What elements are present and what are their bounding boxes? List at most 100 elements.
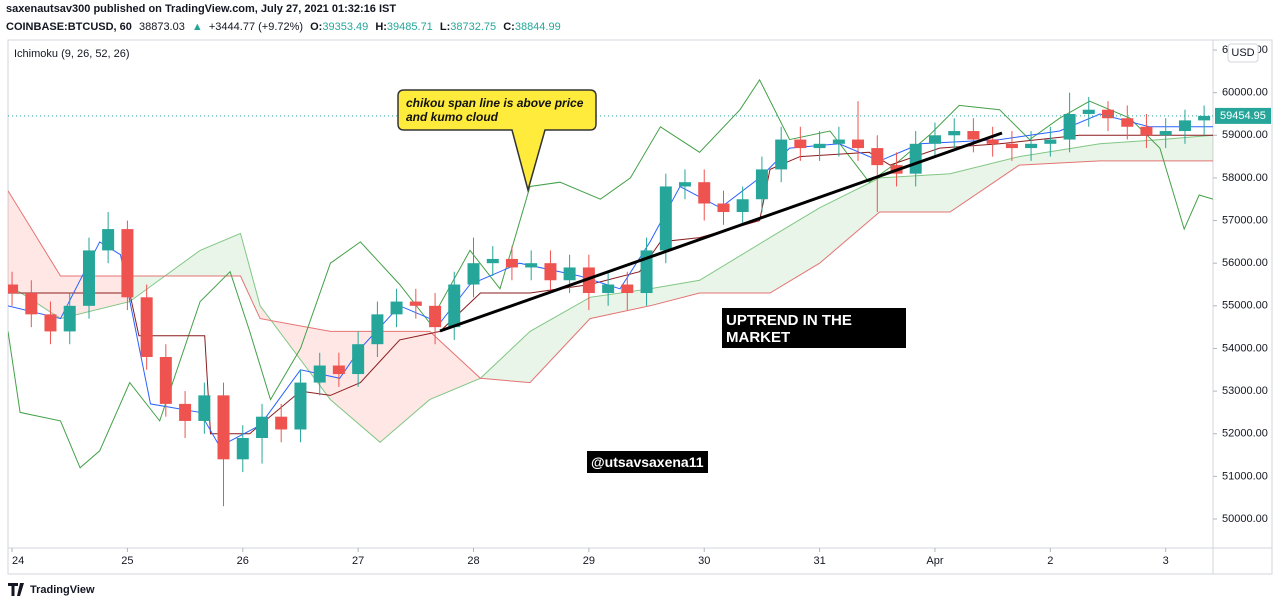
candle-body [640,250,653,294]
cloud-fill [429,331,481,400]
candle-body [986,139,999,144]
candle-body [755,169,768,200]
cloud-fill [8,190,61,319]
candle-body [1025,143,1038,149]
y-tick-label: 58000.00 [1222,172,1268,184]
change: +3444.77 (+9.72%) [209,21,303,33]
candle-body [928,135,941,144]
trend-line [439,131,1003,333]
candle-body [698,182,711,204]
y-tick-label: 52000.00 [1222,428,1268,440]
y-tick-label: 57000.00 [1222,214,1268,226]
candle-body [717,203,730,213]
open: 39353.49 [322,21,368,33]
y-tick-label: 56000.00 [1222,257,1268,269]
cloud-fill [879,173,950,213]
candle-body [1178,120,1191,132]
indicator-line [8,134,1213,435]
logo-mark [8,583,24,596]
candle-body [275,416,288,430]
brand: TradingView [30,584,95,596]
cloud-fill [480,331,531,383]
candle-body [1044,139,1057,144]
cloud-fill [200,233,241,276]
candle-body [217,395,230,460]
candle-body [621,284,634,294]
candle-body [82,250,95,306]
cloud-fill [1159,135,1213,161]
cloud-fill [1099,139,1160,161]
candle-body [159,356,172,404]
candle-body [582,267,595,294]
indicator-label: Ichimoku (9, 26, 52, 26) [14,48,130,60]
y-tick-label: 51000.00 [1222,470,1268,482]
candle-body [102,229,115,251]
candle-body [44,314,57,332]
candle-body [486,258,499,264]
candle-body [736,199,749,213]
cloud-fill [530,297,591,383]
candle-body [121,229,134,298]
cloud-fill [330,331,381,443]
candle-body [1159,131,1172,136]
y-tick-label: 55000.00 [1222,300,1268,312]
candle-body [1102,109,1115,119]
high: 39485.71 [387,21,433,33]
cloud-fill [590,288,651,319]
candle-body [832,139,845,144]
candle-body [8,284,19,294]
candle-body [563,267,576,281]
y-tick-label: 50000.00 [1222,513,1268,525]
indicator-line [8,78,1213,469]
candle-body [505,258,518,268]
publisher: saxenautsav300 published on TradingView.… [6,3,396,15]
close: 38844.99 [515,21,561,33]
cloud-fill [769,207,820,294]
candle-body [659,186,672,251]
candle-body [948,131,961,136]
candle-body [909,143,922,174]
candle-body [198,395,211,421]
x-tick-label: 27 [352,555,364,567]
candle-body [313,365,326,383]
candle-body [1063,113,1076,140]
cloud-fill [380,331,430,443]
candle-body [1140,126,1153,136]
candle-body [1198,115,1211,121]
low: 38732.75 [450,21,496,33]
candle-body [852,139,865,149]
x-tick-label: 31 [813,555,825,567]
candle-body [602,284,615,294]
candle-body [429,305,442,328]
price: 38873.03 [139,21,185,33]
x-tick-label: Apr [926,555,943,567]
span-a-line [8,134,1213,443]
candle-body [409,301,422,306]
callout-shape [397,89,597,193]
x-tick-label: 2 [1047,555,1053,567]
candle-body [294,382,307,430]
candle-body [525,263,538,268]
low-label: L: [440,21,450,33]
candle-body [179,403,192,421]
candle-body [256,416,269,439]
candle-body [1005,143,1018,149]
candle-body [371,314,384,345]
last-price-badge [1215,107,1271,124]
candle-layer [8,92,1211,507]
y-tick-label: 54000.00 [1222,342,1268,354]
y-tick-label: 59000.00 [1222,129,1268,141]
currency-badge [1227,43,1259,63]
candle-body [775,139,788,170]
candle-body [1121,118,1134,127]
candle-body [813,143,826,149]
candle-body [140,297,153,357]
high-label: H: [375,21,387,33]
cloud-fill [240,233,261,319]
open-label: O: [310,21,322,33]
cloud-fill [699,237,770,294]
currency: USD [1231,47,1254,59]
candle-body [1082,109,1095,114]
candle-body [25,293,38,315]
